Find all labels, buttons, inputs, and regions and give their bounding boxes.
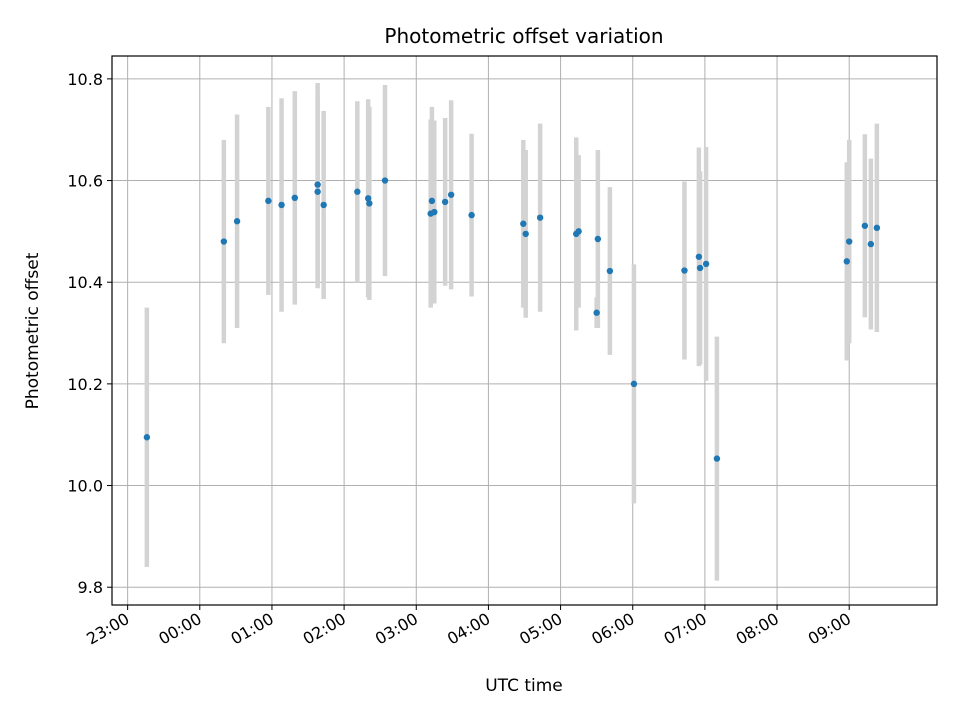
data-point <box>364 195 372 202</box>
data-point <box>873 224 881 232</box>
data-point <box>846 238 853 245</box>
data-point <box>233 218 241 225</box>
data-point <box>320 201 327 209</box>
data-point <box>536 214 544 221</box>
data-point <box>314 188 321 195</box>
data-point <box>681 267 688 274</box>
data-point <box>520 220 527 227</box>
y-axis-ticks: 9.8 10.0 10.2 10.4 10.6 10.8 <box>67 70 112 597</box>
data-point <box>522 230 529 238</box>
data-point <box>713 455 721 462</box>
data-point <box>593 309 600 316</box>
data-point <box>594 235 602 243</box>
data-point <box>314 181 321 188</box>
data-points <box>143 177 881 462</box>
data-point <box>575 228 582 235</box>
data-point <box>143 434 151 441</box>
data-point <box>428 197 436 205</box>
x-axis-label: UTC time <box>485 676 563 696</box>
data-point <box>366 200 373 207</box>
data-point <box>441 198 449 206</box>
data-point <box>431 208 438 216</box>
y-tick-label: 10.0 <box>67 477 103 496</box>
y-tick-label: 10.2 <box>67 375 103 394</box>
data-point <box>696 264 704 272</box>
data-point <box>606 267 614 275</box>
data-point <box>265 197 272 205</box>
data-point <box>291 194 298 202</box>
y-tick-label: 10.8 <box>67 70 103 89</box>
data-point <box>220 238 228 245</box>
data-point <box>468 211 475 219</box>
data-point <box>702 260 710 268</box>
data-point <box>630 380 638 388</box>
data-point <box>447 191 455 198</box>
chart-title: Photometric offset variation <box>384 24 663 48</box>
data-point <box>867 240 875 248</box>
y-tick-label: 9.8 <box>78 578 103 597</box>
y-axis-label: Photometric offset <box>23 252 43 409</box>
y-tick-label: 10.4 <box>67 273 103 292</box>
data-point <box>381 177 389 184</box>
data-point <box>695 253 703 260</box>
data-point <box>278 201 285 209</box>
y-tick-label: 10.6 <box>67 172 103 191</box>
data-point <box>354 188 361 195</box>
data-point <box>843 258 851 265</box>
plot-frame <box>111 55 938 606</box>
data-point <box>861 222 869 229</box>
